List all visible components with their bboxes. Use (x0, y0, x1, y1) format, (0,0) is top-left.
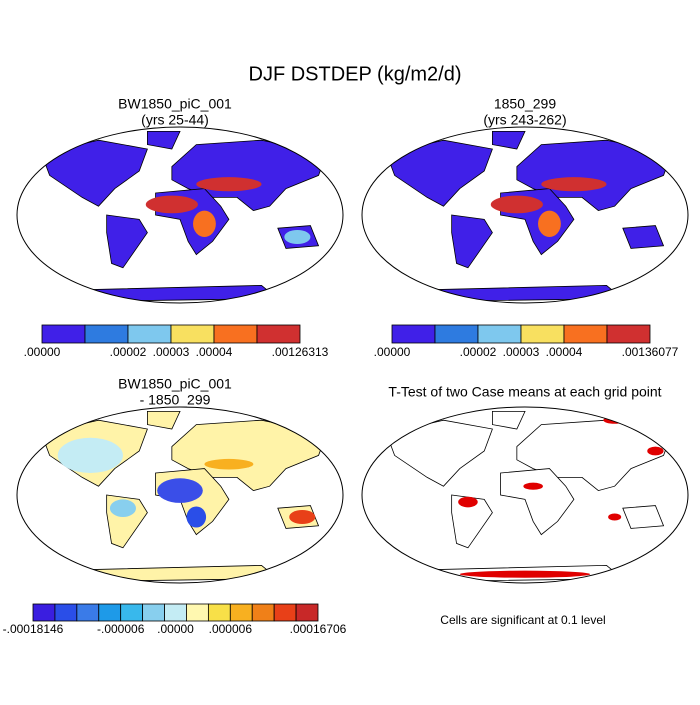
colorbar-swatch (142, 603, 165, 622)
colorbar-swatch (186, 603, 209, 622)
land-antarctica (80, 564, 279, 582)
field-patch (603, 416, 627, 424)
land-greenland (146, 410, 181, 430)
field-patch (538, 210, 561, 237)
colorbar-swatch (54, 603, 78, 622)
map-border (361, 406, 689, 584)
panel-title: T-Test of two Case means at each grid po… (388, 384, 661, 400)
land-antarctica (80, 284, 279, 302)
figure-title: DJF DSTDEP (kg/m2/d) (249, 63, 462, 85)
colorbar-label: .000006 (209, 622, 253, 636)
colorbar-label: .00003 (153, 345, 190, 359)
field-patch (145, 195, 198, 214)
caption: Cells are significant at 0.1 level (440, 613, 605, 627)
panel-title: BW1850_piC_001 (118, 376, 232, 392)
land-greenland (146, 130, 181, 150)
land-australia (622, 505, 665, 529)
panel-title: - 1850_299 (140, 392, 211, 408)
field-patch (289, 509, 316, 525)
colorbar-swatch (120, 603, 144, 622)
land-eurasia (516, 139, 673, 212)
colorbar-swatch (606, 324, 651, 344)
land-samerica (451, 494, 493, 549)
panel-title: 1850_299 (494, 96, 557, 112)
field-patch (157, 478, 203, 503)
field-patch (57, 437, 123, 473)
colorbar-swatch (127, 324, 172, 344)
field-patch (186, 506, 207, 528)
land-greenland (491, 410, 526, 430)
field-patch (193, 210, 216, 237)
colorbar-swatch (295, 603, 319, 622)
field-patch (204, 458, 254, 470)
panel-title: (yrs 243-262) (483, 112, 566, 128)
colorbar-swatch (164, 603, 187, 622)
land-namerica (40, 139, 148, 207)
colorbar-swatch (256, 324, 301, 344)
colorbar-label: .00136077 (622, 345, 679, 359)
land-australia (622, 225, 665, 249)
colorbar-swatch (229, 603, 253, 622)
colorbar-swatch (213, 324, 258, 344)
field-patch (459, 570, 591, 578)
field-patch (541, 177, 607, 192)
land-samerica (451, 214, 493, 269)
colorbar-label: .00002 (460, 345, 497, 359)
colorbar-label: -.000006 (97, 622, 145, 636)
colorbar-label: -.00018146 (3, 622, 64, 636)
map (385, 410, 673, 582)
colorbar-label: .00000 (24, 345, 61, 359)
colorbar-label: .00002 (110, 345, 147, 359)
colorbar-label: .00003 (503, 345, 540, 359)
land-africa (500, 468, 575, 536)
land-namerica (385, 419, 493, 487)
colorbar-swatch (251, 603, 275, 622)
field-patch (284, 229, 311, 245)
colorbar-swatch (98, 603, 122, 622)
colorbar-swatch (76, 603, 100, 622)
colorbar-swatch (170, 324, 215, 344)
colorbar-swatch (84, 324, 129, 344)
panel-title: (yrs 25-44) (141, 112, 209, 128)
colorbar-label: .00000 (374, 345, 411, 359)
colorbar-label: .00016706 (290, 622, 347, 636)
colorbar-swatch (520, 324, 565, 344)
land-greenland (491, 130, 526, 150)
map-border (361, 126, 689, 304)
field-patch (608, 513, 622, 521)
colorbar-label: .00000 (157, 622, 194, 636)
field-patch (490, 195, 543, 214)
map-border (16, 126, 344, 304)
colorbar-swatch (477, 324, 522, 344)
colorbar-label: .00004 (546, 345, 583, 359)
colorbar-swatch (207, 603, 231, 622)
colorbar-swatch (32, 603, 56, 622)
map (40, 130, 328, 302)
field-patch (647, 446, 664, 456)
colorbar-swatch (434, 324, 479, 344)
land-antarctica (425, 284, 624, 302)
map-border (16, 406, 344, 584)
land-namerica (385, 139, 493, 207)
colorbar-swatch (391, 324, 436, 344)
colorbar-label: .00004 (196, 345, 233, 359)
land-eurasia (171, 419, 328, 492)
field-patch (196, 177, 262, 192)
colorbar-label: .00126313 (272, 345, 329, 359)
field-patch (523, 482, 543, 490)
field-patch (458, 496, 478, 508)
map (40, 410, 328, 582)
land-eurasia (171, 139, 328, 212)
panel-title: BW1850_piC_001 (118, 96, 232, 112)
colorbar-swatch (563, 324, 608, 344)
land-samerica (106, 214, 148, 269)
colorbar-swatch (41, 324, 86, 344)
field-patch (109, 499, 136, 517)
colorbar-swatch (273, 603, 297, 622)
map (385, 130, 673, 302)
